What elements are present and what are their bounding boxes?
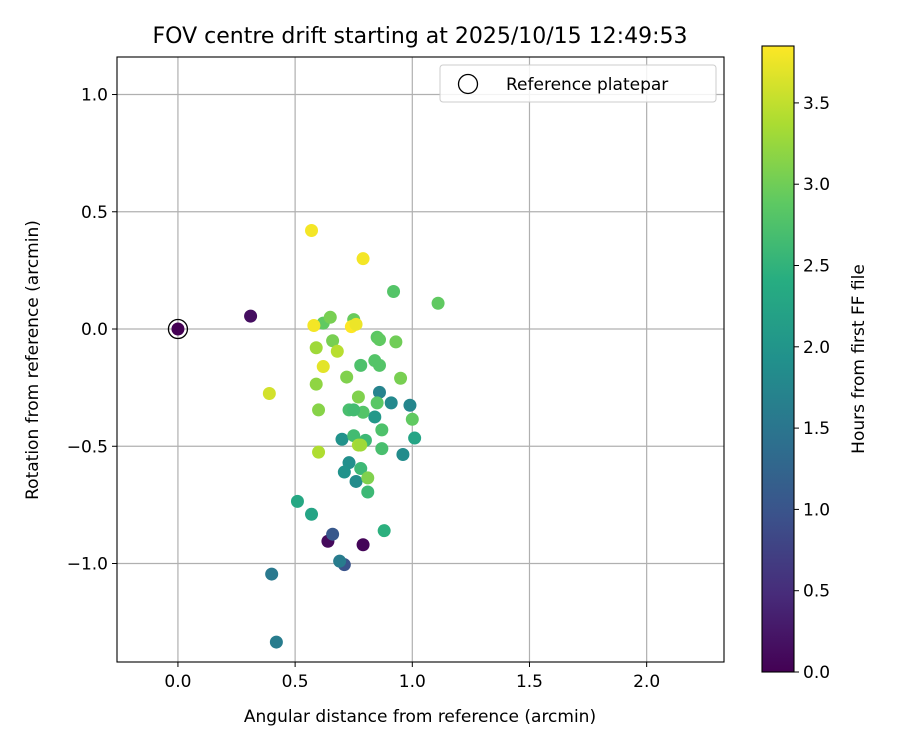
scatter-point [361, 471, 375, 485]
y-tick-label: 1.0 [81, 86, 108, 106]
x-tick-label: 0.5 [282, 672, 309, 692]
scatter-point [368, 354, 382, 368]
scatter-point [384, 396, 398, 410]
y-tick-label: 0.5 [81, 203, 108, 223]
legend-box [439, 64, 717, 103]
scatter-point [333, 554, 347, 568]
scatter-point [335, 432, 349, 446]
colorbar-frame [761, 45, 795, 673]
scatter-point [309, 377, 323, 391]
data-points [171, 224, 445, 649]
scatter-point [347, 403, 361, 417]
colorbar-tick-label: 3.5 [803, 94, 830, 114]
scatter-point [312, 403, 326, 417]
scatter-point [269, 635, 283, 649]
x-tick-label: 2.0 [633, 672, 660, 692]
plot-area [117, 57, 724, 662]
scatter-point [349, 474, 363, 488]
colorbar-tick-label: 0.5 [803, 582, 830, 602]
scatter-point [305, 224, 319, 238]
scatter-point [307, 318, 321, 332]
colorbar-gradient [762, 46, 794, 672]
scatter-point [405, 412, 419, 426]
scatter-point [389, 335, 403, 349]
scatter-point [372, 385, 386, 399]
colorbar-tick-label: 2.5 [803, 257, 830, 277]
scatter-point [375, 423, 389, 437]
scatter-point [323, 310, 337, 324]
y-axis-label: Rotation from reference (arcmin) [23, 220, 43, 500]
colorbar: 0.0 0.5 1.0 1.5 2.0 2.5 3.0 3.5 Hours from firs… [761, 45, 869, 683]
colorbar-tick-label: 1.5 [803, 419, 830, 439]
legend-open-circle-icon [457, 73, 479, 95]
colorbar-tick-label: 3.0 [803, 175, 830, 195]
scatter-point [351, 390, 365, 404]
scatter-point [309, 341, 323, 355]
scatter-point [354, 462, 368, 476]
scatter-point [326, 334, 340, 348]
scatter-point [370, 396, 384, 410]
scatter-point [356, 252, 370, 266]
scatter-point [396, 447, 410, 461]
colorbar-label: Hours from first FF file [849, 264, 869, 454]
scatter-point [244, 309, 258, 323]
colorbar-tick-label: 2.0 [803, 338, 830, 358]
scatter-point [349, 317, 363, 331]
colorbar-ticks: 0.0 0.5 1.0 1.5 2.0 2.5 3.0 3.5 [794, 94, 830, 683]
scatter-point [387, 284, 401, 298]
chart-title: FOV centre drift starting at 2025/10/15 … [153, 24, 688, 49]
x-axis-ticks: 0.0 0.5 1.0 1.5 2.0 [164, 662, 660, 692]
scatter-point [316, 360, 330, 374]
scatter-point [403, 398, 417, 412]
legend: Reference platepar [439, 64, 717, 103]
x-tick-label: 1.0 [399, 672, 426, 692]
scatter-point [375, 442, 389, 456]
scatter-point [305, 507, 319, 521]
scatter-point [337, 465, 351, 479]
y-axis-ticks: −1.0 −0.5 0.0 0.5 1.0 [67, 86, 117, 575]
y-tick-label: −1.0 [67, 555, 108, 575]
plot-frame [116, 56, 725, 663]
x-tick-label: 0.0 [164, 672, 191, 692]
x-axis-label: Angular distance from reference (arcmin) [244, 707, 596, 727]
colorbar-tick-label: 1.0 [803, 500, 830, 520]
scatter-point [394, 371, 408, 385]
scatter-point [356, 538, 370, 552]
scatter-point [330, 344, 344, 358]
scatter-point [262, 387, 276, 401]
scatter-point [354, 438, 368, 452]
reference-platepar-marker [167, 318, 189, 340]
scatter-point [431, 296, 445, 310]
scatter-point [368, 410, 382, 424]
scatter-point [354, 358, 368, 372]
y-tick-label: −0.5 [67, 437, 108, 457]
reference-open-circle [167, 318, 189, 340]
colorbar-tick-label: 0.0 [803, 663, 830, 683]
scatter-point [265, 567, 279, 581]
scatter-point [326, 527, 340, 541]
scatter-point [377, 524, 391, 538]
scatter-point [171, 322, 185, 336]
scatter-point [290, 494, 304, 508]
scatter-point [408, 431, 422, 445]
scatter-point [361, 485, 375, 499]
scatter-point [340, 370, 354, 384]
x-tick-label: 1.5 [516, 672, 543, 692]
scatter-point [312, 445, 326, 459]
y-tick-label: 0.0 [81, 320, 108, 340]
legend-label: Reference platepar [506, 75, 668, 95]
scatter-point [372, 333, 386, 347]
